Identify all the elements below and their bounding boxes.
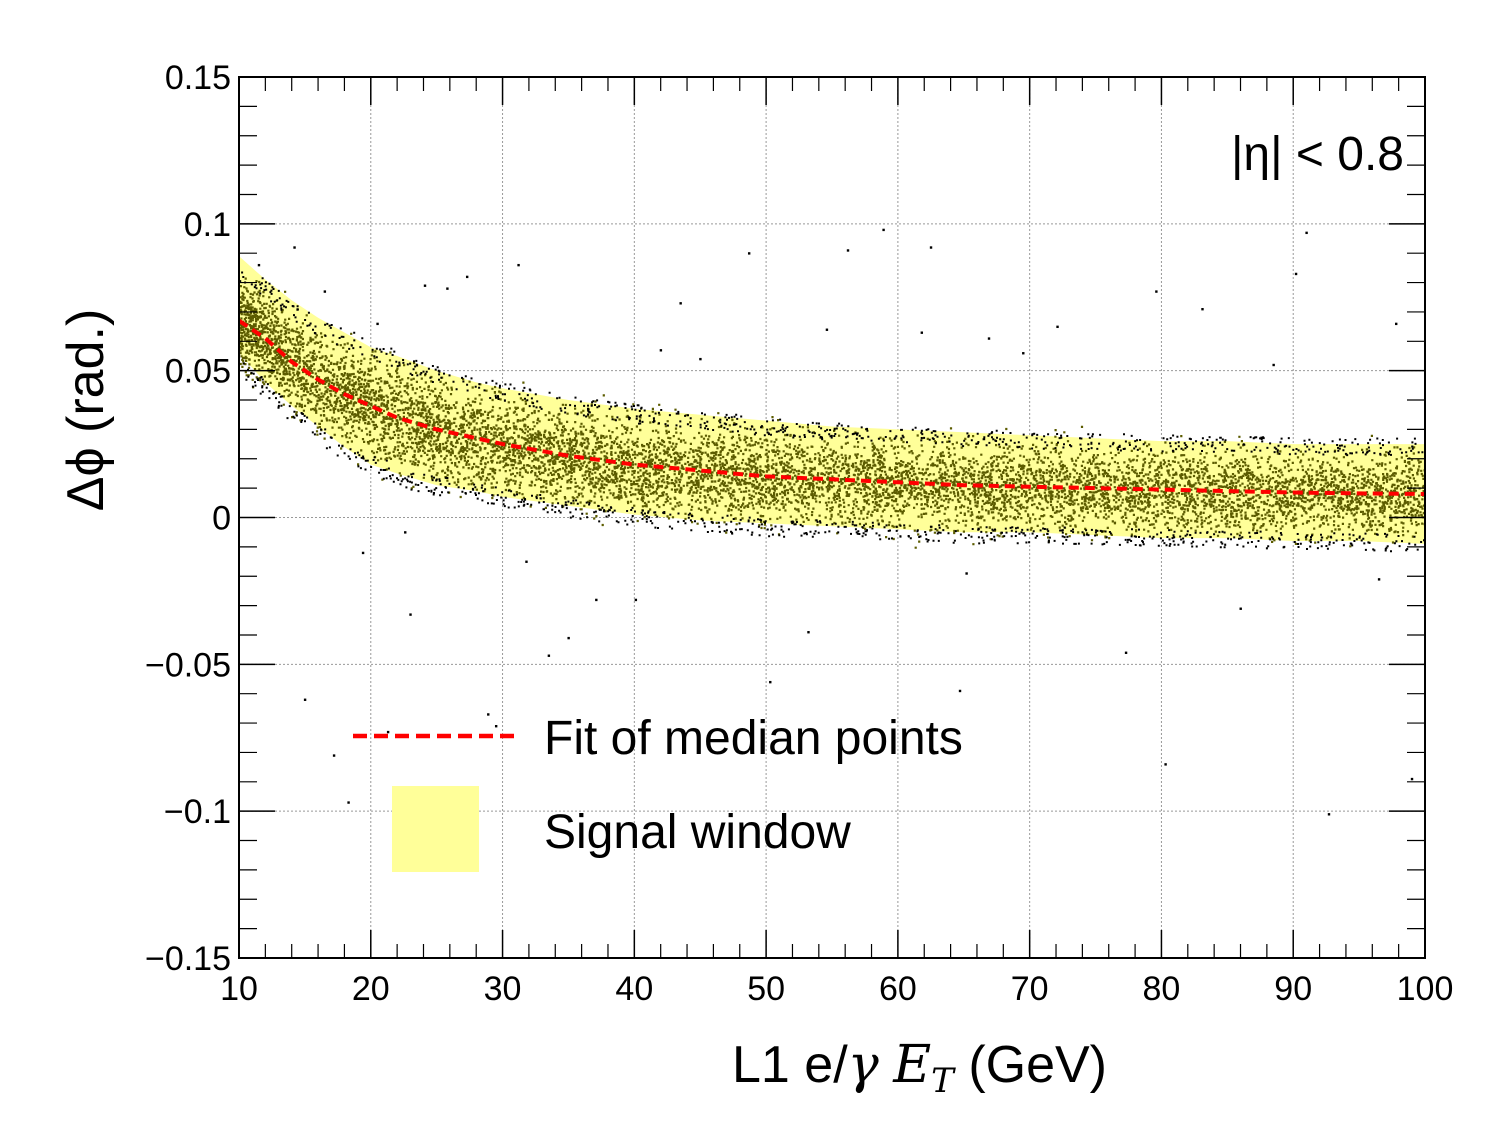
- x-tick-label: 10: [220, 970, 258, 1008]
- outlier-point: [404, 531, 407, 534]
- outlier-point: [882, 228, 885, 232]
- y-tick-label: −0.15: [145, 940, 231, 978]
- outlier-point: [323, 290, 327, 293]
- outlier-point: [634, 598, 638, 602]
- outlier-point: [1294, 272, 1298, 276]
- x-tick-label: 80: [1143, 970, 1181, 1008]
- outlier-point: [769, 680, 772, 684]
- outlier-point: [465, 275, 469, 279]
- outlier-point: [807, 631, 810, 634]
- outlier-point: [825, 328, 829, 331]
- axis-ticks: [238, 76, 1426, 959]
- outlier-point: [958, 689, 962, 693]
- outlier-point: [595, 598, 598, 602]
- outlier-point: [423, 284, 427, 287]
- outlier-point: [699, 357, 702, 361]
- outlier-point: [293, 246, 296, 249]
- y-tick-label: 0.05: [165, 353, 231, 391]
- outlier-point: [1201, 307, 1204, 311]
- outlier-point: [1410, 777, 1414, 781]
- x-tick-label: 100: [1397, 970, 1454, 1008]
- outlier-point: [547, 654, 551, 657]
- y-tick-label: 0: [212, 500, 231, 538]
- y-tick-label: 0.1: [184, 206, 231, 244]
- outlier-point: [965, 572, 968, 575]
- y-tick-label: −0.05: [145, 646, 231, 684]
- legend-fit-label: Fit of median points: [544, 712, 963, 765]
- outlier-point: [386, 730, 390, 734]
- legend-signal-window-swatch: [392, 786, 479, 872]
- outlier-point: [659, 349, 663, 352]
- legend: Fit of median points Signal window: [353, 712, 963, 872]
- outlier-point: [567, 636, 570, 640]
- outlier-point: [303, 698, 307, 701]
- outlier-point: [376, 322, 379, 326]
- y-tick-labels: −0.15 −0.1 −0.05 0 0.05 0.1 0.15: [145, 59, 231, 978]
- outlier-point: [487, 713, 490, 716]
- outlier-point: [1272, 363, 1275, 367]
- outlier-point: [679, 302, 682, 305]
- outlier-point: [846, 249, 850, 252]
- y-axis-title: Δϕ (rad.): [57, 309, 115, 512]
- outlier-point: [1164, 763, 1167, 766]
- scatter-points-group: [239, 228, 1425, 816]
- outlier-point: [525, 560, 528, 563]
- x-tick-label: 90: [1274, 970, 1312, 1008]
- legend-signal-window-label: Signal window: [544, 806, 851, 859]
- outlier-point: [332, 754, 336, 757]
- outlier-point: [929, 246, 933, 249]
- x-tick-label: 60: [879, 970, 917, 1008]
- outlier-point: [1124, 651, 1128, 654]
- outlier-point: [920, 331, 924, 334]
- scatter-cloud: [239, 277, 1425, 549]
- outlier-point: [1395, 322, 1398, 326]
- outlier-point: [1239, 607, 1242, 610]
- x-tick-label: 40: [615, 970, 653, 1008]
- fit-line-group: [239, 319, 1425, 496]
- fit-median-line: [239, 319, 1425, 496]
- y-tick-label: −0.1: [164, 793, 231, 831]
- outlier-point: [1155, 290, 1158, 293]
- outlier-point: [1305, 231, 1308, 235]
- outlier-point: [446, 287, 449, 290]
- outlier-point: [409, 613, 412, 616]
- outlier-point: [1327, 813, 1331, 816]
- x-tick-label: 50: [747, 970, 785, 1008]
- outlier-point: [257, 263, 261, 267]
- eta-annotation: |η| < 0.8: [1231, 128, 1404, 181]
- y-tick-label: 0.15: [165, 59, 231, 97]
- outlier-point: [987, 337, 991, 340]
- outlier-point: [494, 725, 498, 728]
- outlier-point: [1377, 578, 1381, 581]
- outlier-point: [1022, 352, 1025, 355]
- outlier-point: [1056, 325, 1059, 329]
- x-tick-label: 30: [484, 970, 522, 1008]
- x-axis-title: L1 e/γ ET (GeV): [732, 1035, 1107, 1101]
- x-tick-label: 20: [352, 970, 390, 1008]
- outlier-point: [747, 252, 751, 255]
- x-tick-labels: 10 20 30 40 50 60 70 80 90 100: [220, 970, 1453, 1008]
- outlier-point: [517, 263, 520, 267]
- x-tick-label: 70: [1011, 970, 1049, 1008]
- outlier-point: [361, 551, 365, 555]
- outlier-point: [347, 801, 350, 804]
